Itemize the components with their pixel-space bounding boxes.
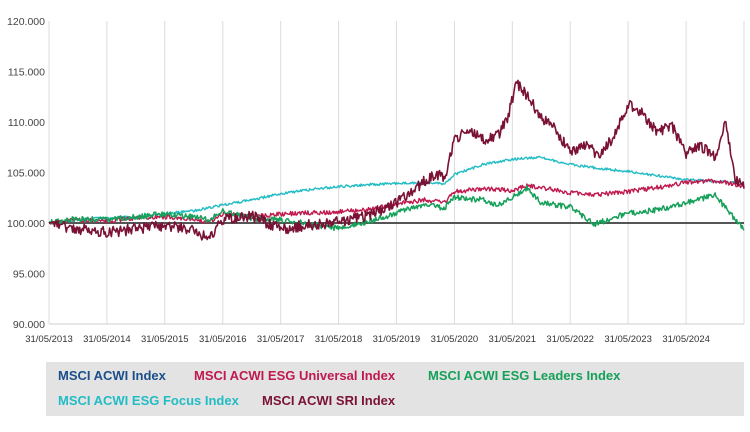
x-tick-label: 31/05/2023 bbox=[604, 334, 652, 345]
legend-item-esg-universal: MSCI ACWI ESG Universal Index bbox=[194, 368, 396, 383]
series-esg-leaders bbox=[48, 185, 745, 232]
y-tick-label: 95.000 bbox=[13, 269, 45, 281]
legend: MSCI ACWI Index MSCI ACWI ESG Universal … bbox=[46, 362, 744, 416]
y-axis: 120.000 115.000 110.000 105.000 100.000 95.00… bbox=[7, 16, 45, 331]
y-tick-label: 90.000 bbox=[13, 319, 45, 331]
legend-item-sri: MSCI ACWI SRI Index bbox=[262, 393, 396, 408]
y-tick-label: 105.000 bbox=[7, 168, 45, 180]
y-tick-label: 120.000 bbox=[7, 16, 45, 28]
series-sri bbox=[48, 79, 745, 241]
legend-item-esg-leaders: MSCI ACWI ESG Leaders Index bbox=[428, 368, 621, 383]
x-tick-label: 31/05/2019 bbox=[373, 334, 421, 345]
x-tick-label: 31/05/2020 bbox=[431, 334, 479, 345]
x-tick-label: 31/05/2016 bbox=[199, 334, 247, 345]
x-tick-label: 31/05/2014 bbox=[83, 334, 131, 345]
x-tick-label: 31/05/2024 bbox=[662, 334, 710, 345]
series-layer bbox=[48, 79, 745, 241]
x-tick-label: 31/05/2021 bbox=[489, 334, 537, 345]
legend-item-msci-acwi-index: MSCI ACWI Index bbox=[58, 368, 166, 383]
legend-item-esg-focus: MSCI ACWI ESG Focus Index bbox=[58, 393, 239, 408]
line-chart: 120.000 115.000 110.000 105.000 100.000 95.00… bbox=[7, 16, 745, 345]
x-tick-label: 31/05/2022 bbox=[546, 334, 594, 345]
y-tick-label: 115.000 bbox=[8, 67, 45, 79]
x-tick-label: 31/05/2015 bbox=[141, 334, 189, 345]
x-tick-label: 31/05/2017 bbox=[257, 334, 305, 345]
x-tick-label: 31/05/2013 bbox=[25, 334, 73, 345]
x-tick-label: 31/05/2018 bbox=[315, 334, 363, 345]
y-tick-label: 100.000 bbox=[7, 218, 45, 230]
chart-grid bbox=[48, 21, 745, 325]
y-tick-label: 110.000 bbox=[8, 117, 45, 129]
x-axis: 31/05/2013 31/05/2014 31/05/2015 31/05/2016… bbox=[25, 334, 710, 345]
